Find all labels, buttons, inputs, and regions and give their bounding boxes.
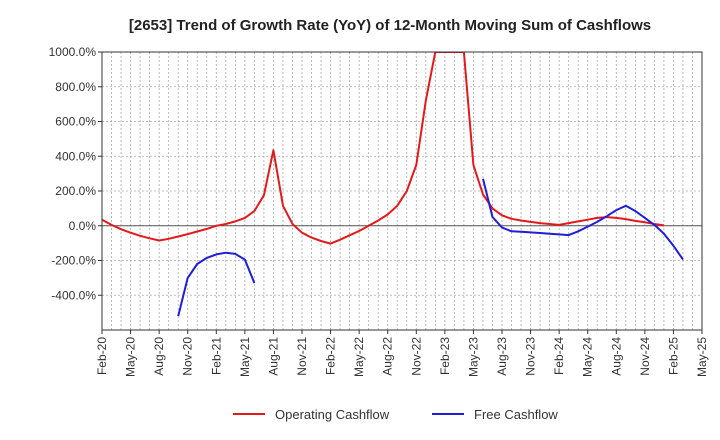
x-tick-label: Aug-20 <box>152 337 166 376</box>
y-tick-label: 400.0% <box>55 149 96 163</box>
x-tick-label: May-20 <box>124 337 138 377</box>
x-tick-label: Feb-22 <box>324 337 338 375</box>
series-lines <box>102 52 684 317</box>
legend-label-operating-cashflow: Operating Cashflow <box>275 407 390 422</box>
x-tick-label: Aug-21 <box>266 337 280 376</box>
chart-title: [2653] Trend of Growth Rate (YoY) of 12-… <box>129 17 651 34</box>
x-tick-label: Nov-20 <box>181 337 195 376</box>
grid <box>102 51 702 330</box>
x-tick-label: Nov-24 <box>638 337 652 376</box>
x-tick-label: May-21 <box>238 337 252 377</box>
x-tick-label: Feb-23 <box>438 337 452 375</box>
x-tick-label: Aug-23 <box>495 337 509 376</box>
x-tick-label: May-24 <box>581 337 595 377</box>
x-tick-label: Feb-25 <box>666 337 680 375</box>
y-tick-label: 0.0% <box>69 219 97 233</box>
x-tick-label: Nov-23 <box>524 337 538 376</box>
y-tick-label: -400.0% <box>51 288 96 302</box>
operating-cashflow-line <box>102 52 665 245</box>
y-tick-label: 1000.0% <box>49 45 97 59</box>
plot-frame <box>101 51 703 331</box>
x-tick-label: Nov-22 <box>409 337 423 376</box>
x-tick-label: Nov-21 <box>295 337 309 376</box>
x-tick-label: Aug-22 <box>381 337 395 376</box>
x-tick-label: May-25 <box>695 337 709 377</box>
y-tick-label: -200.0% <box>51 254 96 268</box>
free-cashflow-line <box>177 251 256 317</box>
legend-label-free-cashflow: Free Cashflow <box>474 407 558 422</box>
y-tick-label: 600.0% <box>55 115 96 129</box>
x-tick-label: Feb-21 <box>209 337 223 375</box>
free-cashflow-line <box>482 178 684 261</box>
y-axis-ticks: 1000.0% 800.0% 600.0% 400.0% 200.0% 0.0% -200.… <box>49 45 102 302</box>
x-tick-label: May-23 <box>466 337 480 377</box>
y-tick-label: 800.0% <box>55 80 96 94</box>
legend: Operating Cashflow Free Cashflow <box>233 407 558 422</box>
x-tick-label: Aug-24 <box>609 337 623 376</box>
x-axis-ticks: Feb-20 May-20 Aug-20 Nov-20 Feb-21 May-21 Aug-… <box>95 330 709 377</box>
x-tick-label: May-22 <box>352 337 366 377</box>
x-tick-label: Feb-20 <box>95 337 109 375</box>
y-tick-label: 200.0% <box>55 184 96 198</box>
x-tick-label: Feb-24 <box>552 337 566 375</box>
